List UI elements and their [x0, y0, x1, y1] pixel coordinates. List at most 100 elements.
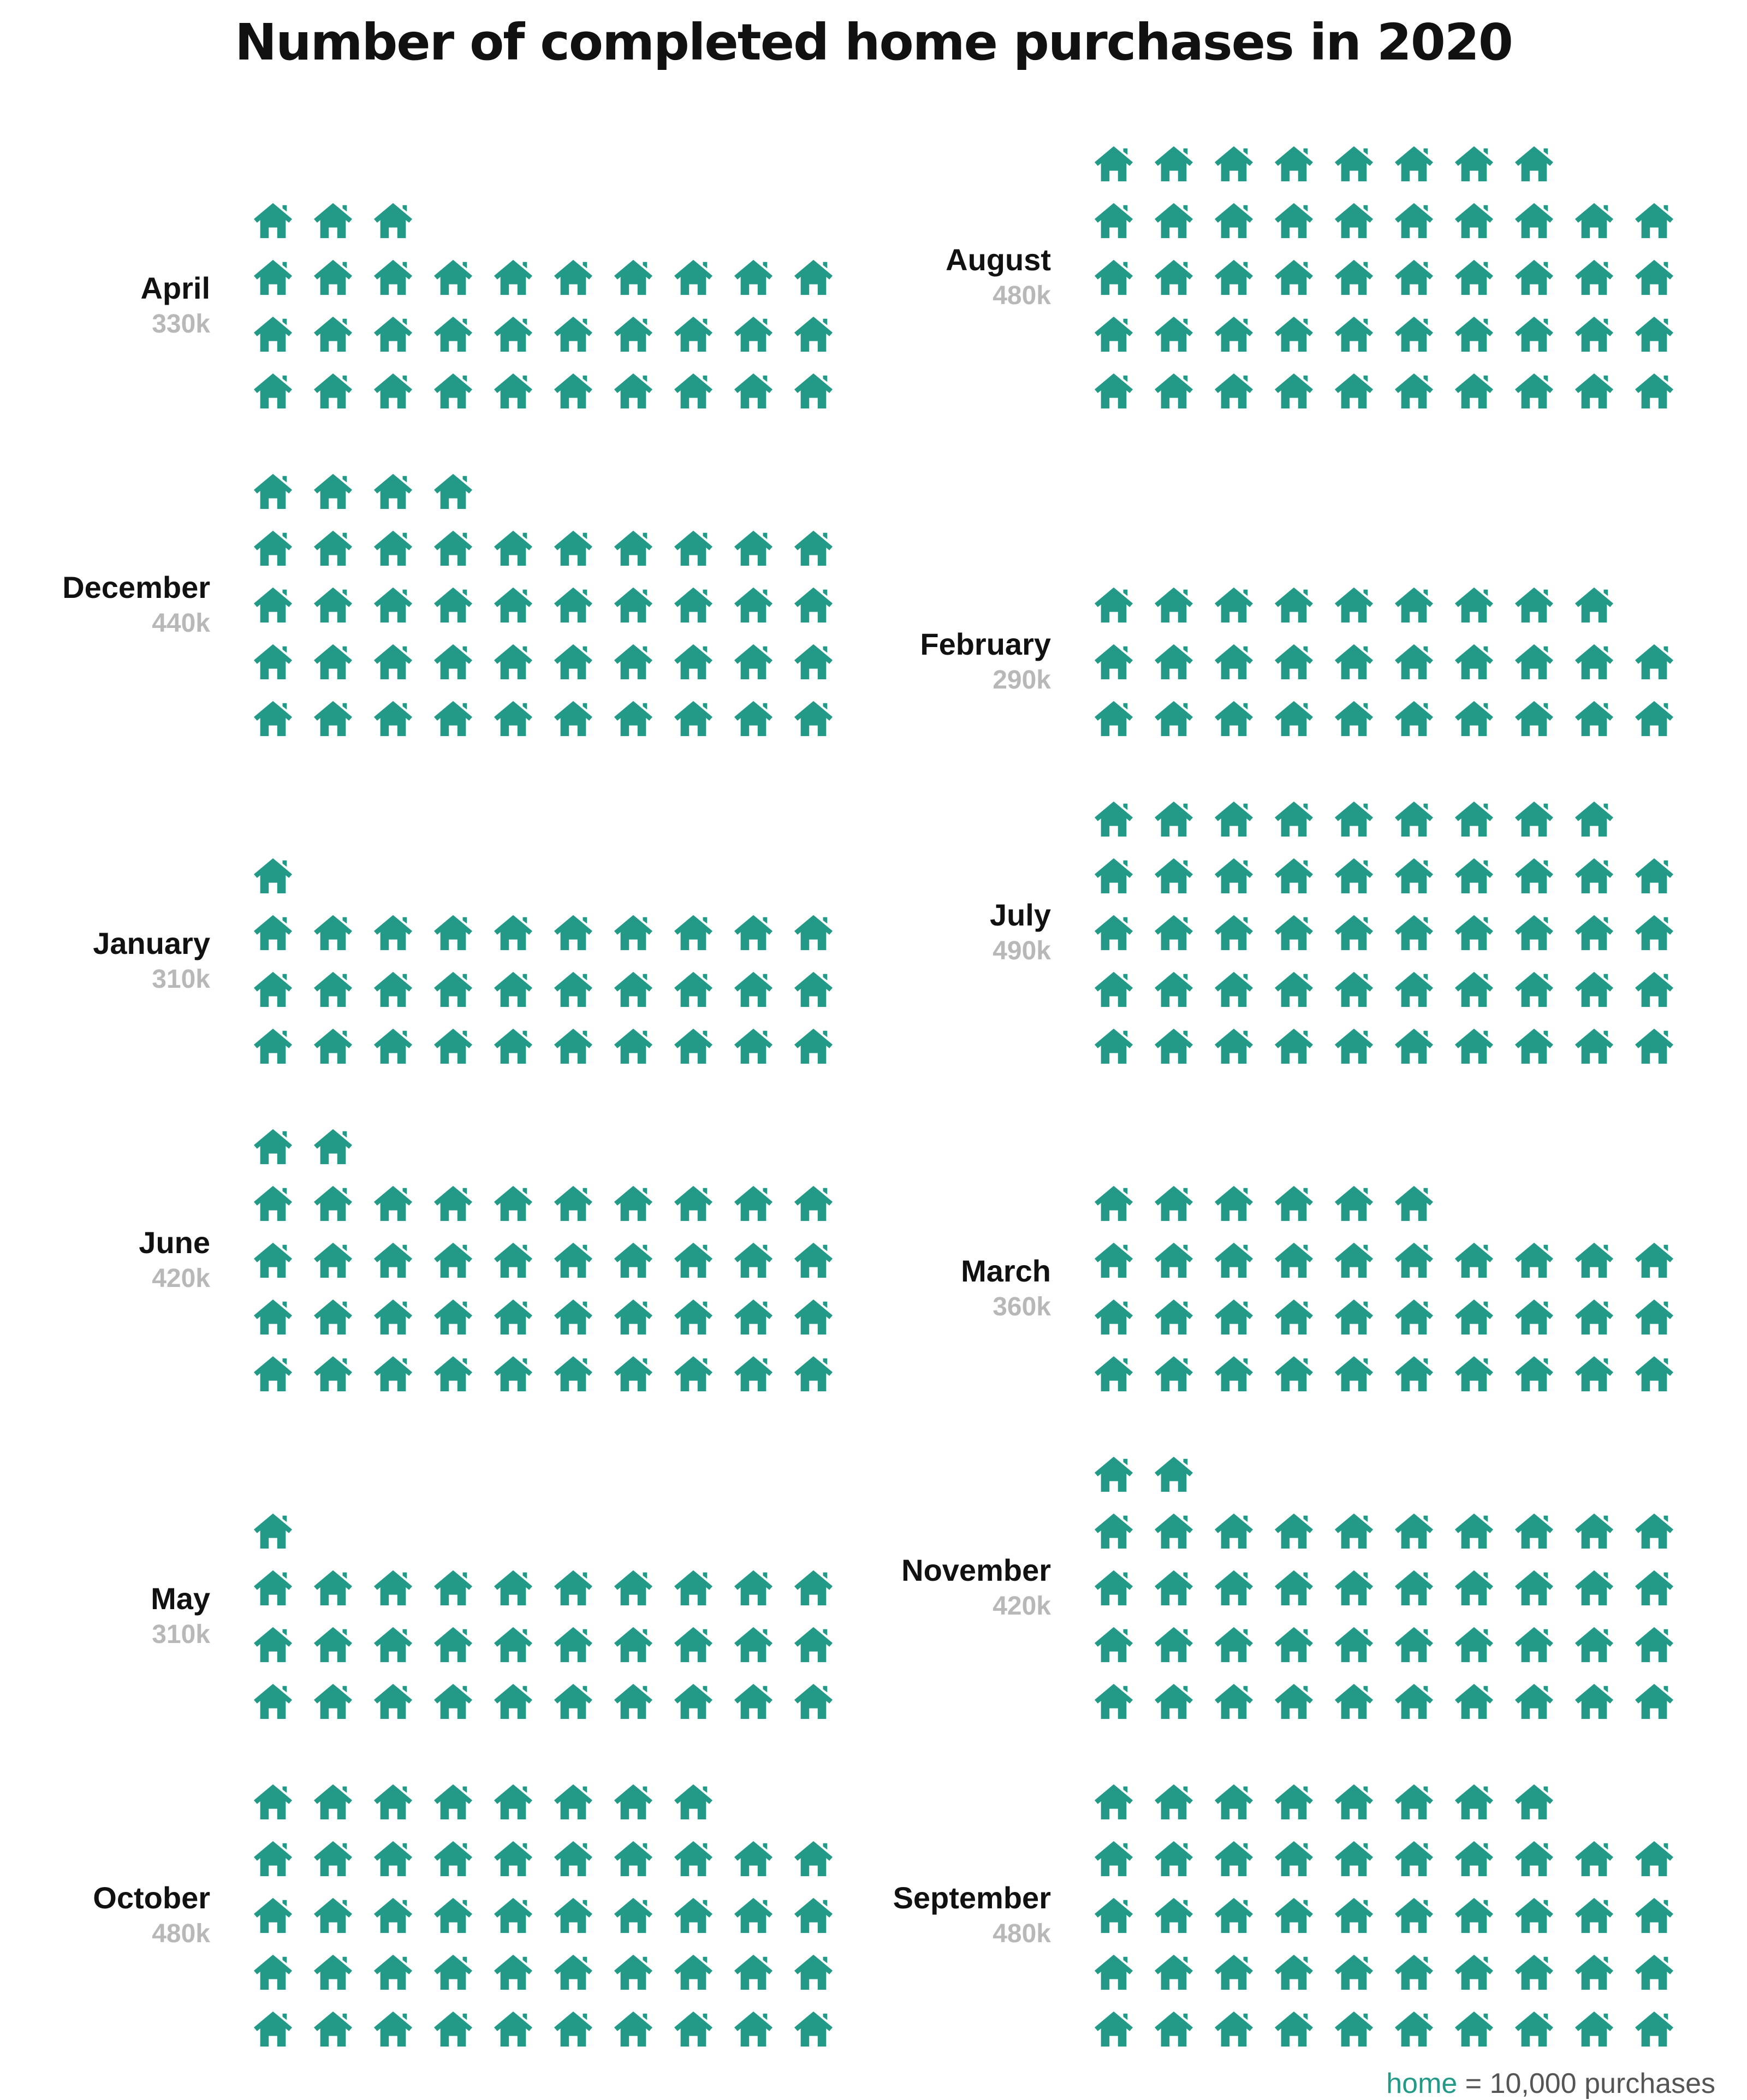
home-icon: [1514, 1570, 1554, 1606]
home-icon: [734, 1683, 773, 1719]
home-icon: [674, 701, 713, 737]
home-icon: [1394, 1841, 1434, 1877]
home-icon: [253, 1683, 293, 1719]
home-icon: [253, 259, 293, 295]
home-icon: [1514, 203, 1554, 239]
home-icon: [1094, 971, 1133, 1007]
home-icon: [1454, 1570, 1494, 1606]
home-icon: [1154, 858, 1193, 894]
home-icon: [1334, 1841, 1374, 1877]
home-icon: [373, 915, 413, 951]
home-icon: [433, 530, 473, 566]
home-icon: [494, 1627, 533, 1663]
home-icon: [1274, 1627, 1314, 1663]
home-icon: [1394, 801, 1434, 837]
month-label: November: [901, 1553, 1051, 1587]
home-icon: [433, 2011, 473, 2047]
home-icon: [1334, 1513, 1374, 1549]
value-label: 440k: [152, 609, 210, 638]
home-icon: [674, 971, 713, 1007]
home-icon: [554, 587, 593, 623]
home-icon: [313, 1185, 353, 1221]
home-icon: [1514, 801, 1554, 837]
home-icon: [313, 530, 353, 566]
home-icon: [734, 2011, 773, 2047]
home-icon: [1094, 1841, 1133, 1877]
home-icon: [1274, 146, 1314, 182]
home-icon: [433, 644, 473, 680]
home-icon: [554, 1242, 593, 1278]
home-icon: [1214, 373, 1253, 409]
home-icon: [734, 1185, 773, 1221]
home-icon: [1574, 1299, 1614, 1335]
home-icon: [253, 203, 293, 239]
home-icon: [1394, 1185, 1434, 1221]
home-icon: [433, 473, 473, 509]
home-icon: [253, 587, 293, 623]
home-icon: [313, 1129, 353, 1165]
home-icon: [494, 1570, 533, 1606]
home-icon: [494, 587, 533, 623]
home-icon: [1394, 1954, 1434, 1990]
home-icon: [674, 1897, 713, 1933]
home-icon: [494, 373, 533, 409]
home-icon: [554, 2011, 593, 2047]
home-icon: [1334, 587, 1374, 623]
home-icon: [1274, 1683, 1314, 1719]
home-icon: [1454, 1299, 1494, 1335]
home-icon: [674, 1242, 713, 1278]
home-icon: [1274, 1897, 1314, 1933]
home-icon: [373, 1028, 413, 1064]
home-icon: [494, 915, 533, 951]
home-icon: [1574, 316, 1614, 352]
home-icon: [1574, 203, 1614, 239]
home-icon: [614, 1570, 653, 1606]
home-icon: [253, 1185, 293, 1221]
home-icon: [734, 701, 773, 737]
value-label: 290k: [993, 666, 1051, 695]
home-icon: [614, 1683, 653, 1719]
home-icon: [253, 1570, 293, 1606]
home-icon: [674, 1784, 713, 1820]
home-icon: [1334, 801, 1374, 837]
home-icon: [1334, 701, 1374, 737]
home-icon: [313, 316, 353, 352]
home-icon: [674, 530, 713, 566]
value-label: 420k: [993, 1592, 1051, 1621]
home-icon: [433, 316, 473, 352]
home-icon: [313, 1683, 353, 1719]
home-icon: [1635, 1841, 1674, 1877]
home-icon: [1635, 259, 1674, 295]
home-icon: [794, 1299, 833, 1335]
home-icon: [253, 1513, 293, 1549]
home-icon: [734, 259, 773, 295]
home-icon: [674, 1356, 713, 1392]
home-icon: [433, 1841, 473, 1877]
home-icon: [1094, 1299, 1133, 1335]
home-icon: [1214, 1683, 1253, 1719]
month-label: January: [93, 926, 210, 960]
home-icon: [253, 644, 293, 680]
home-icon: [1334, 146, 1374, 182]
home-icon: [794, 259, 833, 295]
home-icon: [1154, 587, 1193, 623]
home-icon: [1154, 203, 1193, 239]
home-icon: [614, 1897, 653, 1933]
home-icon: [734, 1242, 773, 1278]
month-label: April: [140, 271, 210, 305]
home-icon: [494, 1841, 533, 1877]
home-icon: [674, 1841, 713, 1877]
home-icon: [1094, 587, 1133, 623]
home-icon: [1635, 373, 1674, 409]
home-icon: [1394, 915, 1434, 951]
home-icon: [1454, 1954, 1494, 1990]
home-icon: [1394, 1356, 1434, 1392]
home-icon: [554, 530, 593, 566]
home-icon: [1514, 1954, 1554, 1990]
home-icon: [253, 1954, 293, 1990]
home-icon: [1635, 915, 1674, 951]
home-icon: [494, 1954, 533, 1990]
home-icon: [494, 1784, 533, 1820]
home-icon: [494, 1897, 533, 1933]
home-icon: [1514, 1356, 1554, 1392]
